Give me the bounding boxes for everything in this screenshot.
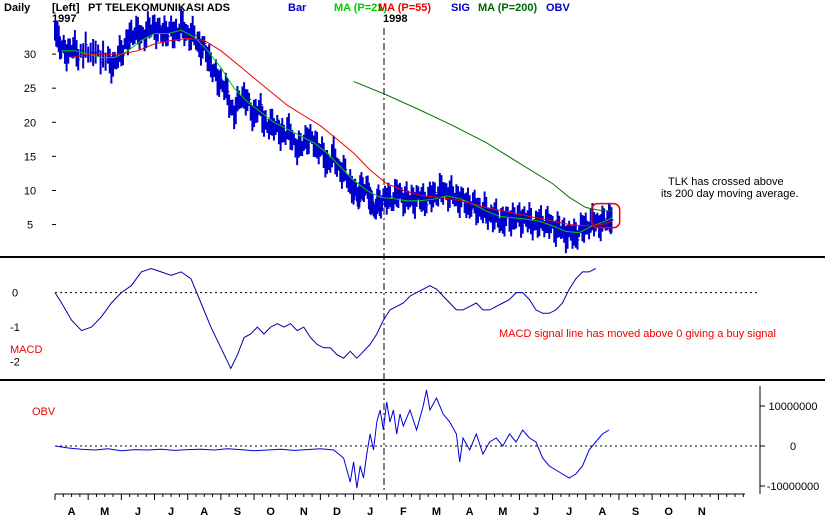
year-mid-label: 1998	[383, 13, 407, 25]
macd-y-axis: 0 -1 -2	[10, 288, 20, 369]
price-tick-label: 5	[27, 220, 33, 232]
macd-tick-label: 0	[12, 288, 18, 300]
x-month-label: M	[498, 506, 507, 518]
price-tick-label: 20	[24, 117, 36, 129]
period-label: Daily	[4, 2, 31, 14]
x-month-label: M	[432, 506, 441, 518]
macd-tick-label: -2	[10, 357, 20, 369]
ma200-line	[353, 80, 613, 212]
price-annotation-line2: its 200 day moving average.	[661, 188, 799, 200]
macd-label: MACD	[10, 344, 42, 356]
x-month-label: N	[698, 506, 706, 518]
obv-tick-label: 10000000	[769, 401, 818, 413]
ma55-line	[71, 37, 613, 227]
x-month-label: J	[533, 506, 539, 518]
x-month-label: J	[168, 506, 174, 518]
legend-item: MA (P=21)	[334, 2, 387, 14]
x-month-label: N	[300, 506, 308, 518]
x-month-label: M	[100, 506, 109, 518]
obv-y-axis: 10000000 0 -10000000	[759, 386, 820, 494]
x-axis-ticks	[54, 494, 744, 500]
obv-line	[54, 389, 610, 489]
price-bars	[54, 8, 614, 254]
x-month-label: J	[367, 506, 373, 518]
legend-item: Bar	[288, 2, 307, 14]
x-month-label: A	[466, 506, 474, 518]
price-annotation-line1: TLK has crossed above	[668, 176, 784, 188]
x-month-label: J	[135, 506, 141, 518]
obv-tick-label: 0	[790, 441, 796, 453]
macd-tick-label: -1	[10, 322, 20, 334]
price-tick-label: 30	[24, 49, 36, 61]
x-month-label: S	[632, 506, 639, 518]
macd-annotation: MACD signal line has moved above 0 givin…	[499, 328, 776, 340]
obv-label: OBV	[32, 406, 56, 418]
x-month-label: J	[566, 506, 572, 518]
legend-item: MA (P=200)	[478, 2, 538, 14]
x-month-label: O	[664, 506, 673, 518]
price-tick-label: 10	[24, 185, 36, 197]
x-month-label: S	[234, 506, 241, 518]
legend-item: SIG	[451, 2, 470, 14]
obv-tick-label: -10000000	[767, 481, 820, 493]
x-month-label: D	[333, 506, 341, 518]
legend-item: MA (P=55)	[378, 2, 431, 14]
price-y-axis: 30 25 20 15 10 5	[24, 49, 56, 232]
ma21-line	[61, 29, 613, 234]
x-month-label: A	[598, 506, 606, 518]
x-month-label: F	[400, 506, 407, 518]
price-tick-label: 15	[24, 151, 36, 163]
price-tick-label: 25	[24, 83, 36, 95]
legend: Bar MA (P=21)MA (P=55) SIG MA (P=200) OBV	[288, 2, 571, 14]
x-month-label: A	[68, 506, 76, 518]
x-month-label: O	[266, 506, 275, 518]
x-month-label: A	[200, 506, 208, 518]
crossover-highlight	[590, 202, 621, 229]
macd-line	[54, 267, 596, 370]
legend-item: OBV	[546, 2, 571, 14]
chart-title: PT TELEKOMUNIKASI ADS	[88, 2, 230, 14]
axis-side-label: [Left]	[52, 2, 80, 14]
